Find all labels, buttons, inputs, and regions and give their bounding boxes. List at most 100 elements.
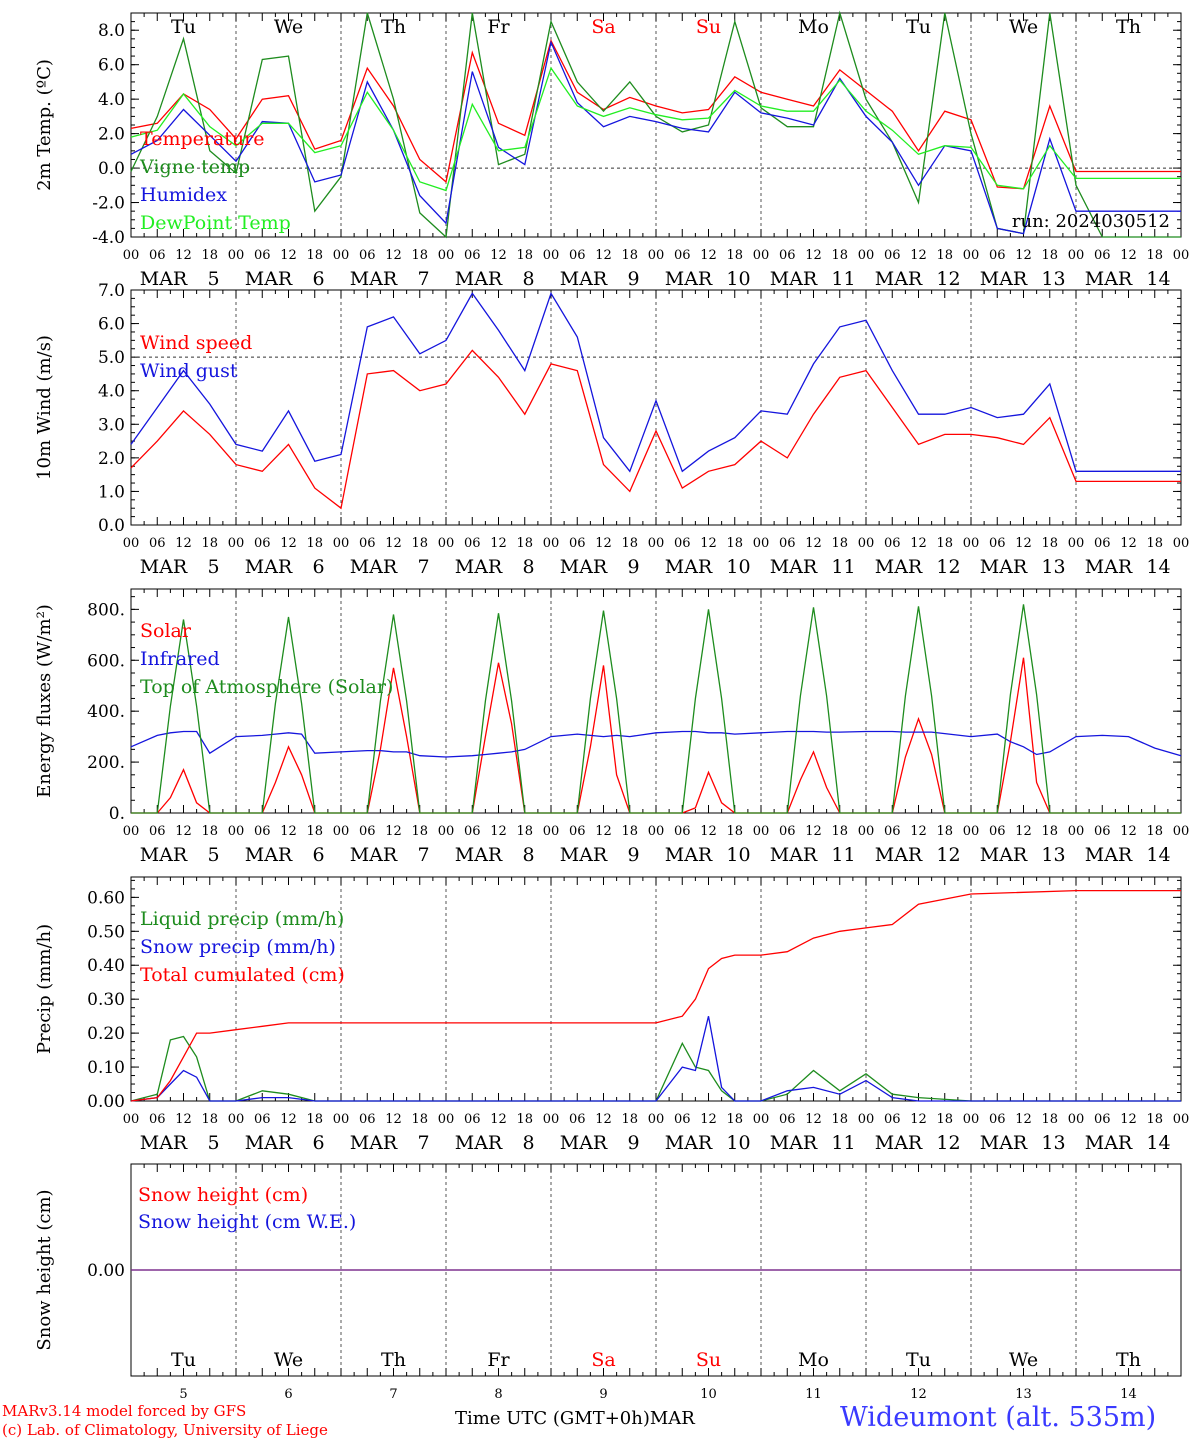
y-tick-label: 0.60	[87, 888, 125, 908]
day-number-label: 10	[726, 1132, 750, 1154]
hour-label: 18	[411, 824, 428, 839]
hour-label: 12	[1015, 1112, 1032, 1127]
hour-label: 12	[490, 248, 507, 263]
y-tick-label: 8.0	[98, 21, 125, 41]
legend-entry: Humidex	[140, 184, 227, 206]
weekday-label: Tu	[906, 1349, 931, 1371]
y-tick-label: 6.0	[98, 315, 125, 335]
hour-label: 06	[989, 248, 1006, 263]
hour-label: 00	[753, 1112, 770, 1127]
hour-label: 00	[543, 824, 560, 839]
hour-label: 12	[595, 248, 612, 263]
hour-label: 18	[726, 1112, 743, 1127]
day-number-label: 7	[417, 556, 429, 578]
hour-label: 18	[1041, 248, 1058, 263]
hour-label: 12	[805, 1112, 822, 1127]
hour-label: 18	[936, 536, 953, 551]
day-number-label: 9	[627, 1132, 639, 1154]
y-tick-label: 7.0	[98, 281, 125, 301]
hour-label: 18	[516, 536, 533, 551]
y-tick-label: 200.	[87, 753, 125, 773]
hour-label: 18	[1146, 1112, 1163, 1127]
day-number-label: 9	[599, 1387, 607, 1400]
hour-label: 18	[201, 824, 218, 839]
plot-frame	[130, 588, 1182, 814]
legend-entry: DewPoint Temp	[140, 212, 291, 234]
hour-label: 12	[1120, 824, 1137, 839]
hour-label: 00	[333, 248, 350, 263]
month-label: MAR	[1085, 1132, 1133, 1154]
hour-label: 18	[411, 536, 428, 551]
day-number-label: 6	[312, 556, 324, 578]
hour-label: 12	[280, 536, 297, 551]
hour-label: 00	[963, 1112, 980, 1127]
hour-label: 18	[201, 1112, 218, 1127]
month-label: MAR	[980, 268, 1028, 290]
hour-label: 18	[621, 1112, 638, 1127]
weekday-label: Fr	[487, 16, 510, 38]
y-tick-label: 4.0	[98, 90, 125, 110]
month-label: MAR	[875, 268, 923, 290]
hour-label: 00	[1173, 1112, 1190, 1127]
hour-label: 12	[490, 1112, 507, 1127]
hour-label: 00	[333, 1112, 350, 1127]
month-label: MAR	[350, 268, 398, 290]
day-number-label: 10	[726, 556, 750, 578]
weekday-label: Th	[1116, 16, 1141, 38]
legend-entry: Snow height (cm)	[138, 1184, 308, 1206]
hour-label: 06	[989, 536, 1006, 551]
month-label: MAR	[140, 268, 188, 290]
day-number-label: 7	[417, 844, 429, 866]
y-tick-label: 6.0	[98, 56, 125, 76]
hour-label: 12	[805, 824, 822, 839]
y-tick-label: 0.50	[87, 922, 125, 942]
hour-label: 12	[385, 824, 402, 839]
month-label: MAR	[140, 844, 188, 866]
y-tick-label: 400.	[87, 702, 125, 722]
hour-label: 06	[464, 536, 481, 551]
hour-label: 06	[674, 824, 691, 839]
legend-entry: Top of Atmosphere (Solar)	[140, 676, 393, 698]
legend-entry: Solar	[140, 620, 192, 642]
y-axis-label: 10m Wind (m/s)	[34, 335, 55, 480]
hour-label: 18	[726, 824, 743, 839]
hour-label: 18	[201, 536, 218, 551]
day-number-label: 12	[936, 1132, 960, 1154]
hour-label: 06	[884, 1112, 901, 1127]
day-number-label: 9	[627, 556, 639, 578]
panel-4: 0.00 0.10 0.20 0.30 0.40 0.50 0.60 Precip (mm/h…	[34, 876, 1190, 1154]
hour-label: 06	[569, 824, 586, 839]
hour-label: 06	[674, 1112, 691, 1127]
series-line	[130, 66, 1181, 192]
y-axis-label: Snow height (cm)	[34, 1189, 55, 1350]
legend-entry: Infrared	[140, 648, 220, 670]
hour-label: 12	[595, 536, 612, 551]
hour-label: 12	[910, 824, 927, 839]
month-label: MAR	[1085, 556, 1133, 578]
hour-label: 06	[464, 824, 481, 839]
hour-label: 00	[543, 536, 560, 551]
hour-label: 00	[648, 1112, 665, 1127]
month-label: MAR	[245, 556, 293, 578]
series-line	[130, 1035, 1181, 1102]
hour-label: 12	[280, 1112, 297, 1127]
day-number-label: 6	[312, 268, 324, 290]
month-label: MAR	[455, 1132, 503, 1154]
series-line	[130, 10, 1181, 239]
y-axis-label: 2m Temp. (ºC)	[34, 59, 55, 191]
hour-label: 12	[910, 248, 927, 263]
month-label: MAR	[350, 556, 398, 578]
hour-label: 00	[438, 824, 455, 839]
hour-label: 06	[989, 824, 1006, 839]
day-number-label: 14	[1120, 1387, 1137, 1400]
hour-label: 06	[254, 248, 271, 263]
y-tick-label: -2.0	[92, 194, 125, 214]
weekday-label: Mo	[798, 16, 829, 38]
weekday-label: Tu	[171, 1349, 196, 1371]
hour-label: 06	[359, 248, 376, 263]
hour-label: 00	[648, 248, 665, 263]
hour-label: 18	[306, 1112, 323, 1127]
legend-entry: Snow precip (mm/h)	[140, 936, 336, 958]
hour-label: 18	[1041, 824, 1058, 839]
hour-label: 00	[123, 536, 140, 551]
